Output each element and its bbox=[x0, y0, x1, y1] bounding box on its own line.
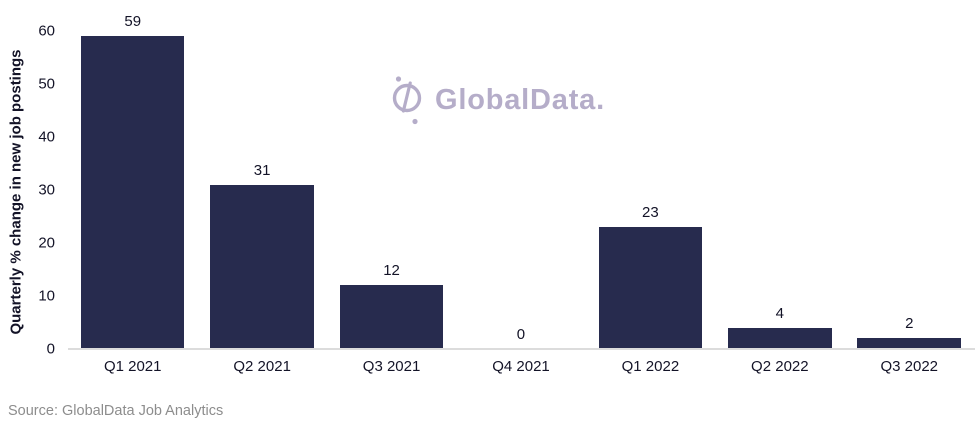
y-axis-tick-label: 20 bbox=[38, 234, 55, 252]
x-axis-line bbox=[68, 348, 975, 350]
bar bbox=[728, 328, 832, 349]
x-axis-label: Q3 2021 bbox=[362, 358, 421, 375]
x-axis-label: Q4 2021 bbox=[492, 358, 550, 375]
bar bbox=[857, 338, 961, 349]
bar-slot: 12 bbox=[327, 31, 456, 349]
globaldata-logo-icon bbox=[392, 76, 422, 125]
bar-value-label: 12 bbox=[383, 262, 400, 279]
x-axis-label: Q1 2022 bbox=[621, 358, 680, 375]
x-axis-label: Q2 2022 bbox=[751, 358, 809, 375]
bar-value-label: 2 bbox=[905, 315, 914, 332]
bar bbox=[210, 185, 314, 349]
y-axis-tick-label: 60 bbox=[38, 22, 55, 40]
x-axis-labels: Q1 2021 Q2 2021 Q3 2021 Q4 2021 Q1 2022 Q2 20… bbox=[68, 358, 974, 375]
y-axis-tick-label: 0 bbox=[46, 340, 55, 358]
bar-slot: 31 bbox=[197, 31, 326, 349]
bar-slot: 0 bbox=[456, 31, 585, 349]
bar-value-label: 31 bbox=[253, 162, 271, 179]
x-axis-label: Q2 2021 bbox=[233, 358, 291, 375]
y-axis-tick-label: 50 bbox=[38, 75, 55, 93]
x-axis-label: Q1 2021 bbox=[103, 358, 162, 375]
bar-slot: 23 bbox=[586, 31, 715, 349]
bar-value-label: 0 bbox=[516, 326, 526, 343]
y-axis-tick-label: 10 bbox=[38, 287, 55, 305]
bar bbox=[80, 36, 185, 349]
y-axis-ticks: 0 10 20 30 40 50 60 bbox=[0, 0, 55, 436]
plot-area: 59 31 12 0 23 4 2 bbox=[68, 13, 974, 349]
bar-value-label: 23 bbox=[642, 204, 659, 221]
globaldata-brand-text: GlobalData. bbox=[435, 83, 605, 116]
bar bbox=[598, 227, 703, 349]
bar-slot: 2 bbox=[845, 31, 974, 349]
bar-value-label: 59 bbox=[124, 13, 142, 30]
y-axis-tick-label: 30 bbox=[38, 181, 55, 199]
x-axis-label: Q3 2022 bbox=[880, 358, 939, 375]
bar-value-label: 4 bbox=[775, 305, 784, 322]
globaldata-watermark: GlobalData. bbox=[388, 74, 605, 126]
y-axis-tick-label: 40 bbox=[38, 128, 55, 146]
source-note: Source: GlobalData Job Analytics bbox=[8, 403, 224, 419]
bar-slot: 59 bbox=[68, 13, 197, 349]
bar bbox=[339, 285, 444, 349]
bar-slot: 4 bbox=[715, 31, 844, 349]
